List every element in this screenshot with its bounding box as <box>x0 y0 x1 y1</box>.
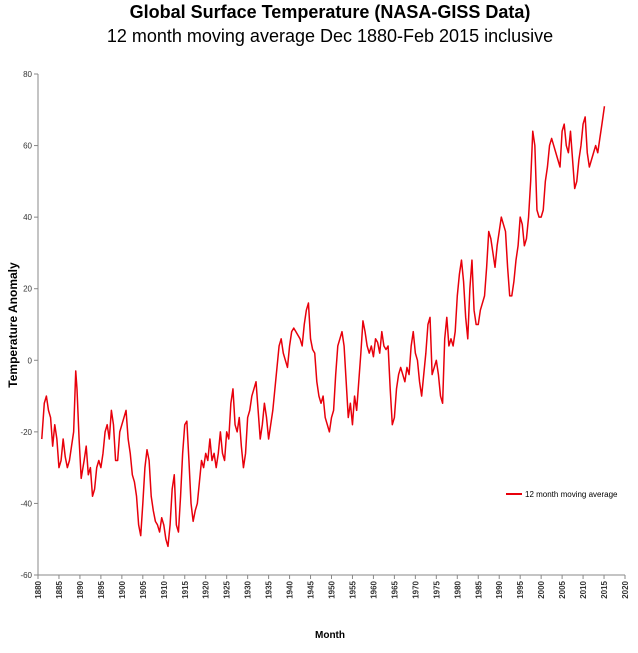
x-tick-label: 1960 <box>369 580 378 598</box>
y-tick-label: 80 <box>23 70 32 79</box>
y-tick-label: -60 <box>20 571 32 580</box>
x-tick-label: 1980 <box>453 580 462 598</box>
x-tick-label: 1965 <box>390 580 399 598</box>
x-tick-label: 2020 <box>621 580 630 598</box>
x-tick-label: 2010 <box>579 580 588 598</box>
x-tick-label: 1950 <box>328 580 337 598</box>
x-tick-label: 1935 <box>265 580 274 598</box>
x-tick-label: 1945 <box>307 580 316 598</box>
x-tick-label: 1940 <box>286 580 295 598</box>
x-tick-label: 1970 <box>411 580 420 598</box>
x-tick-label: 1915 <box>181 580 190 598</box>
y-tick-label: 60 <box>23 142 32 151</box>
x-tick-label: 2005 <box>558 580 567 598</box>
x-tick-label: 1995 <box>516 580 525 598</box>
y-tick-label: -40 <box>20 499 32 508</box>
y-tick-label: 40 <box>23 213 32 222</box>
y-tick-label: 0 <box>28 356 33 365</box>
y-tick-label: 20 <box>23 285 32 294</box>
chart-title: Global Surface Temperature (NASA-GISS Da… <box>130 2 531 22</box>
data-line <box>41 106 606 548</box>
x-tick-label: 2000 <box>537 580 546 598</box>
chart-subtitle: 12 month moving average Dec 1880-Feb 201… <box>107 26 553 46</box>
y-axis-title: Temperature Anomaly <box>6 262 20 388</box>
x-tick-label: 1890 <box>76 580 85 598</box>
legend-label: 12 month moving average <box>525 490 618 499</box>
x-tick-label: 1895 <box>97 580 106 598</box>
x-axis-title: Month <box>315 630 345 641</box>
x-tick-label: 1990 <box>495 580 504 598</box>
x-tick-label: 1975 <box>432 580 441 598</box>
x-tick-label: 1985 <box>474 580 483 598</box>
x-tick-label: 1955 <box>348 580 357 598</box>
x-tick-label: 1880 <box>34 580 43 598</box>
x-tick-label: 2015 <box>600 580 609 598</box>
x-tick-label: 1925 <box>223 580 232 598</box>
x-tick-label: 1930 <box>244 580 253 598</box>
x-tick-label: 1910 <box>160 580 169 598</box>
x-tick-label: 1885 <box>55 580 64 598</box>
y-tick-label: -20 <box>20 428 32 437</box>
x-tick-label: 1900 <box>118 580 127 598</box>
x-tick-label: 1920 <box>202 580 211 598</box>
x-tick-label: 1905 <box>139 580 148 598</box>
